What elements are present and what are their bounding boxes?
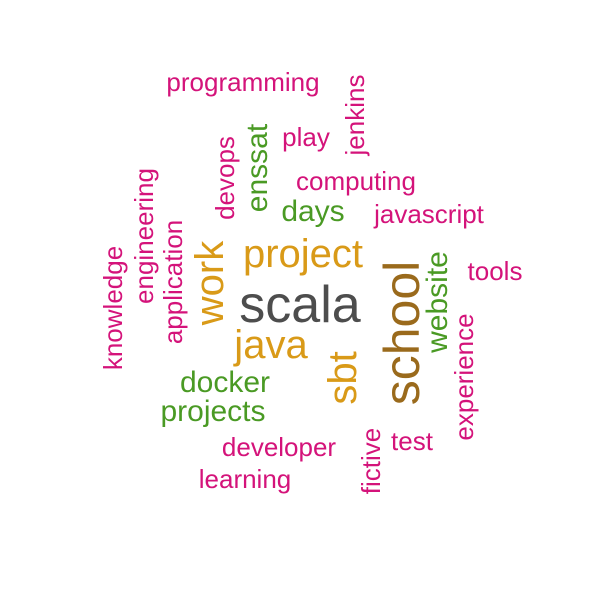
word-docker: docker: [179, 366, 271, 399]
word-fictive: fictive: [356, 427, 386, 495]
word-developer: developer: [221, 432, 337, 462]
word-programming: programming: [166, 67, 320, 97]
word-play: play: [282, 122, 330, 152]
word-application: application: [158, 219, 188, 345]
word-project: project: [242, 232, 364, 276]
word-knowledge: knowledge: [98, 245, 128, 371]
word-computing: computing: [296, 166, 416, 196]
word-javascript: javascript: [374, 199, 484, 229]
word-sbt: sbt: [321, 351, 365, 405]
word-test: test: [391, 426, 433, 456]
word-java: java: [234, 323, 308, 367]
word-scala: scala: [239, 276, 361, 334]
word-enssat: enssat: [241, 123, 274, 213]
word-projects: projects: [160, 395, 266, 428]
word-devops: devops: [210, 136, 240, 220]
word-tools: tools: [467, 256, 523, 286]
word-days: days: [281, 195, 345, 228]
word-work: work: [188, 240, 232, 326]
word-school: school: [374, 260, 430, 406]
word-engineering: engineering: [129, 168, 159, 304]
word-learning: learning: [198, 464, 292, 494]
word-jenkins: jenkins: [340, 74, 370, 156]
word-experience: experience: [449, 313, 479, 441]
